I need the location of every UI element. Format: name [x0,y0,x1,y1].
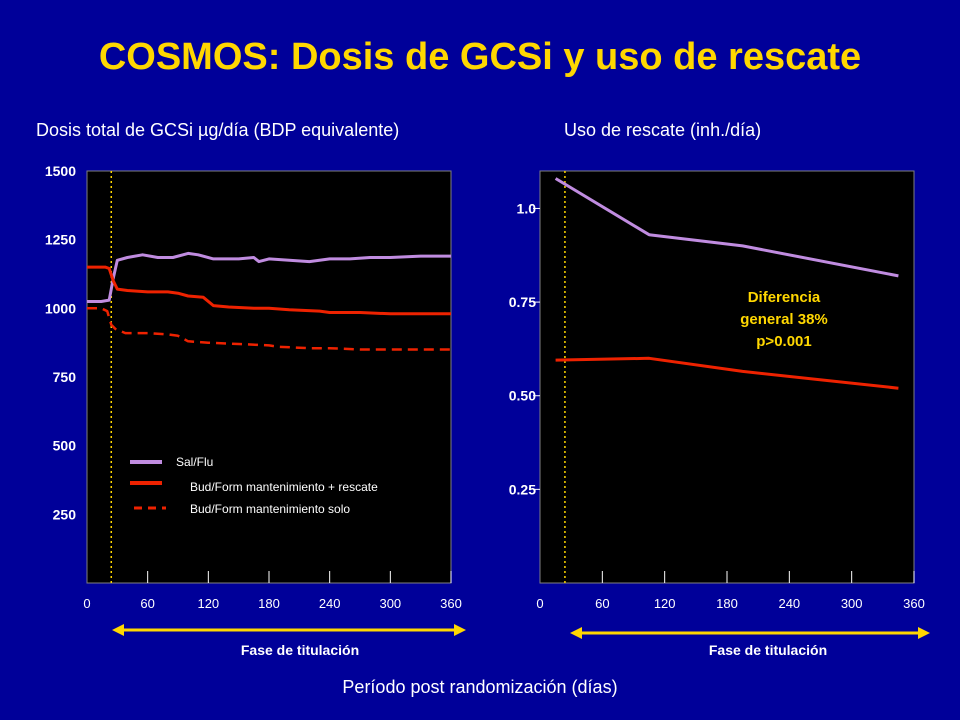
y-tick-label: 0.25 [509,481,536,497]
right-plot-area [539,170,915,584]
series-line-bud-form-mantenimiento-solo [87,307,451,351]
slide-title: COSMOS: Dosis de GCSi y uso de rescate [98,36,862,78]
left-y-axis: 250 500 750 1000 1250 1500 [45,163,76,522]
y-tick-label: 1250 [45,232,76,248]
x-tick-label: 360 [440,596,462,611]
y-tick-label: 500 [53,438,77,454]
x-tick-label: 180 [258,596,280,611]
x-tick-label: 0 [536,596,543,611]
legend-label-sal-flu: Sal/Flu [176,455,213,469]
series-line-sal-flu [554,177,899,278]
x-tick-label: 120 [197,596,219,611]
y-tick-label: 0.50 [509,388,536,404]
x-tick-label: 360 [903,596,925,611]
right-y-axis: 0.25 0.50 0.75 1.0 [509,200,540,497]
left-legend: Sal/Flu Bud/Form mantenimiento + rescate… [130,455,378,516]
x-tick-label: 240 [778,596,800,611]
x-tick-label: 240 [319,596,341,611]
x-tick-label: 300 [841,596,863,611]
right-x-axis: 0 60 120 180 240 300 360 [536,571,925,611]
left-chart-title: Dosis total de GCSi µg/día (BDP equivale… [36,120,400,140]
left-x-axis: 0 60 120 180 240 300 360 [83,571,462,611]
y-tick-label: 0.75 [509,294,536,310]
legend-label-bud-form-solo: Bud/Form mantenimiento solo [190,502,350,516]
right-chart-title: Uso de rescate (inh./día) [564,120,762,140]
left-phase-label: Fase de titulación [241,642,359,658]
series-line-bud-form-mantenimiento-rescate [555,356,899,390]
y-tick-label: 1.0 [517,200,537,216]
annotation-line-3: p>0.001 [756,333,811,350]
x-tick-label: 0 [83,596,90,611]
shared-x-axis-label: Período post randomización (días) [342,677,618,697]
legend-label-bud-form-mr: Bud/Form mantenimiento + rescate [190,480,378,494]
x-tick-label: 60 [595,596,609,611]
right-phase-label: Fase de titulación [709,642,827,658]
left-titration-arrow [112,624,466,636]
annotation-line-1: Diferencia [748,289,821,306]
left-series-group [87,251,451,351]
annotation-line-2: general 38% [740,311,828,328]
x-tick-label: 180 [716,596,738,611]
right-annotation: Diferencia general 38% p>0.001 [740,289,828,350]
right-series-group [554,177,899,390]
y-tick-label: 1000 [45,300,76,316]
x-tick-label: 300 [379,596,401,611]
x-tick-label: 60 [140,596,154,611]
series-line-bud-form-mantenimiento-rescate [87,265,451,316]
left-plot-area [86,170,452,584]
series-line-sal-flu [87,251,451,303]
x-tick-label: 120 [654,596,676,611]
right-titration-arrow [570,627,930,639]
y-tick-label: 1500 [45,163,76,179]
y-tick-label: 750 [53,369,77,385]
y-tick-label: 250 [53,506,77,522]
